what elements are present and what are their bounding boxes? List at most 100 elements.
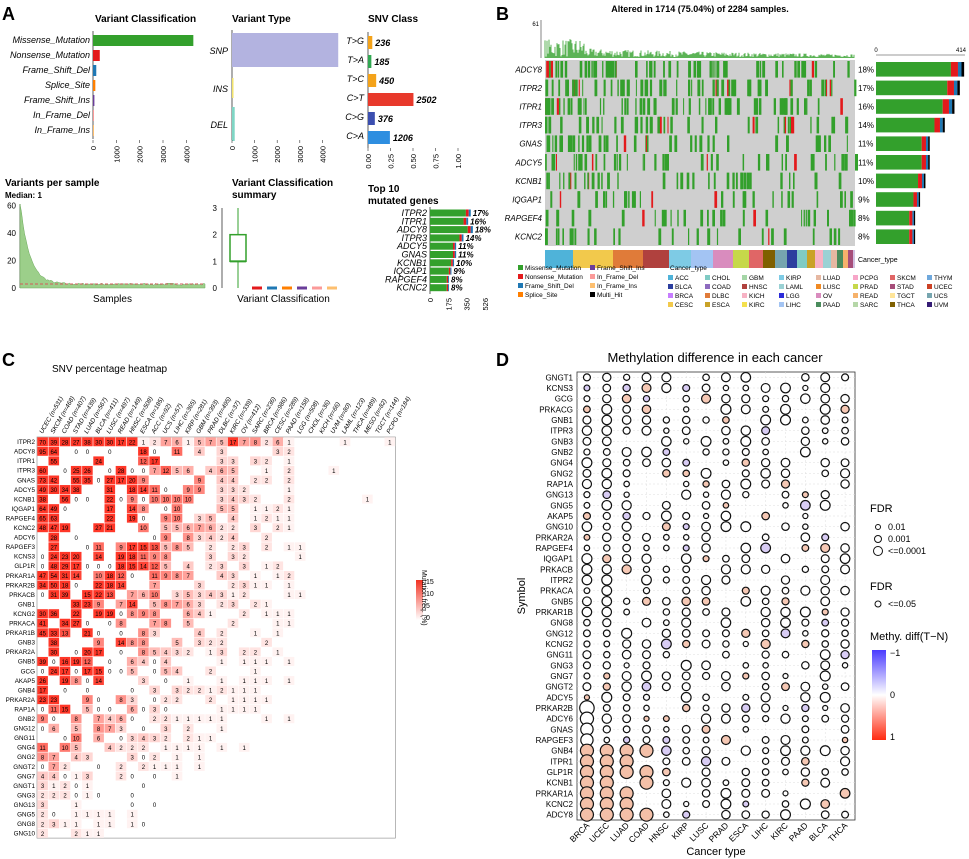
- heat-cell: [70, 609, 82, 619]
- heat-cell-value: 11: [95, 545, 102, 551]
- heat-cell-value: 0: [153, 669, 157, 675]
- meth-bubble: [841, 662, 849, 669]
- meth-bubble: [799, 798, 811, 810]
- meth-bubble: [720, 671, 731, 681]
- meth-bubble: [761, 788, 771, 798]
- meth-bubble: [820, 382, 831, 394]
- heat-cell-value: 5: [231, 469, 235, 475]
- meth-bubble: [800, 745, 811, 756]
- heat-cell-value: 1: [276, 631, 280, 637]
- onco-mutation-cell: [755, 98, 759, 115]
- heat-cell-value: 4: [187, 564, 191, 570]
- meth-bubble: [801, 491, 809, 499]
- onco-legend-cancer-label: PCPG: [860, 275, 878, 282]
- onco-cancer-strip: [713, 250, 733, 268]
- heat-cell: [194, 590, 205, 600]
- heat-cell: [93, 609, 104, 619]
- heat-cell-value: 3: [131, 698, 135, 704]
- meth-bubble: [760, 564, 771, 575]
- heat-cell: [48, 628, 60, 638]
- meth-bubble: [799, 606, 811, 618]
- heat-cell: [171, 437, 183, 447]
- heat-cell-value: 1: [231, 689, 235, 695]
- heat-cell-value: 3: [52, 822, 56, 828]
- heat-cell-value: 38: [50, 641, 57, 647]
- onco-mutation-cell: [574, 228, 577, 245]
- heat-cell-value: 2: [220, 526, 224, 532]
- onco-cancer-strip: [763, 250, 775, 268]
- heat-cell-value: 1: [265, 507, 269, 513]
- heat-gene-label: GNG11: [14, 735, 35, 742]
- snv-value-label: 450: [378, 76, 394, 86]
- heat-cell-value: 4: [142, 660, 146, 666]
- onco-mutation-cell: [603, 79, 606, 97]
- onco-mutation-cell: [620, 116, 624, 134]
- meth-bubble: [740, 745, 752, 756]
- onco-mutation-cell: [642, 154, 644, 171]
- meth-gene-label: GNGT1: [545, 373, 573, 382]
- meth-bubble: [661, 522, 671, 532]
- onco-mutation-cell: [589, 135, 592, 152]
- heat-cell-value: 4: [209, 469, 213, 475]
- snv-bar: [368, 131, 390, 144]
- heat-cell: [138, 590, 149, 600]
- heat-gene-label: GNG3: [17, 792, 35, 799]
- meth-bubble: [779, 809, 792, 821]
- top10-bar-missense: [430, 259, 452, 267]
- heat-cell-value: 1: [209, 689, 213, 695]
- top10-bar-missense: [430, 284, 447, 292]
- heat-cell: [182, 542, 194, 552]
- onco-mutation-cell: [849, 209, 852, 227]
- onco-right-bar: [876, 80, 948, 96]
- heat-cell: [216, 656, 228, 666]
- meth-bubble: [641, 372, 652, 383]
- meth-bubble: [840, 724, 850, 734]
- vt-title: Variant Type: [232, 14, 291, 25]
- heat-cell: [171, 685, 183, 695]
- onco-right-bar-nonsense: [942, 99, 949, 114]
- onco-mutation-cell: [772, 228, 774, 245]
- onco-mutation-cell: [651, 191, 654, 208]
- snv-category-label: T>A: [347, 55, 364, 65]
- heat-cell: [261, 676, 272, 685]
- onco-mutation-cell: [701, 135, 703, 152]
- meth-bubble: [622, 693, 631, 702]
- heat-cell-value: 9: [198, 488, 202, 494]
- heat-cell-value: 0: [75, 794, 79, 800]
- heat-cell-value: 30: [39, 612, 46, 618]
- heat-cell: [115, 714, 127, 724]
- heat-cell-value: 3: [220, 593, 224, 599]
- meth-bubble: [641, 553, 652, 564]
- meth-bubble: [820, 393, 831, 404]
- onco-mutation-cell: [708, 98, 711, 115]
- meth-bubble: [701, 671, 711, 681]
- meth-bubble: [662, 469, 671, 478]
- heat-cell: [59, 704, 71, 714]
- onco-mutation-cell: [637, 116, 639, 134]
- heat-cell-value: 1: [75, 775, 79, 781]
- top10-bar-missense: [430, 267, 449, 275]
- heat-cell: [250, 666, 261, 676]
- heat-cell: [70, 828, 82, 838]
- heat-cell-value: 0: [108, 622, 112, 628]
- onco-legend-cancer-title: Cancer_type: [670, 265, 707, 272]
- heat-cell: [216, 647, 228, 657]
- meth-xlabel: Cancer type: [686, 846, 745, 858]
- heat-cell-value: 2: [265, 536, 269, 542]
- heat-cell-value: 4: [108, 717, 112, 723]
- heat-cell-value: 2: [254, 498, 258, 504]
- meth-bubble: [801, 639, 810, 649]
- heat-cell: [93, 733, 104, 743]
- meth-bubble: [701, 596, 711, 606]
- heat-cell: [149, 465, 160, 475]
- onco-mutation-cell: [581, 135, 585, 152]
- heat-cell-value: 0: [142, 498, 146, 504]
- onco-mutation-cell: [595, 154, 598, 171]
- heat-cell-value: 1: [254, 584, 258, 590]
- heat-cell: [126, 733, 138, 743]
- top10-bar-other: [448, 275, 450, 283]
- meth-bubble: [821, 438, 829, 445]
- onco-legend-cancer-label: UCS: [934, 293, 948, 300]
- heat-cell-value: 15: [140, 545, 147, 551]
